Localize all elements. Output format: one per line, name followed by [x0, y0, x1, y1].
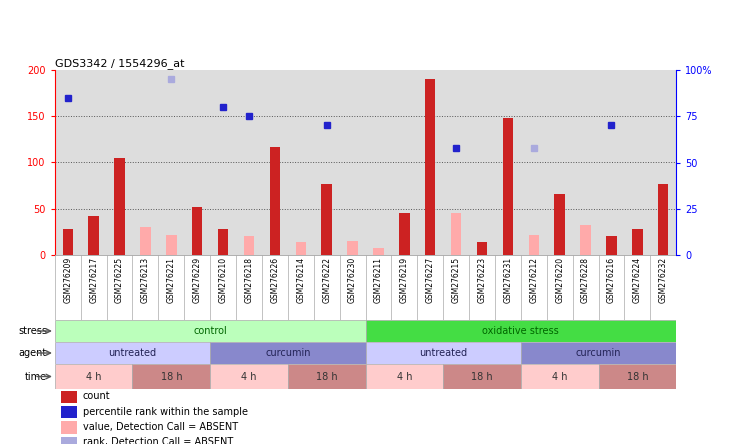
Bar — [61, 421, 77, 433]
Bar — [55, 364, 132, 389]
Text: GSM276214: GSM276214 — [296, 257, 306, 303]
Text: GSM276215: GSM276215 — [452, 257, 461, 303]
Bar — [443, 364, 520, 389]
Bar — [425, 79, 436, 255]
Bar — [477, 242, 487, 255]
Text: curcumin: curcumin — [265, 348, 311, 358]
Bar — [529, 234, 539, 255]
Text: GSM276229: GSM276229 — [193, 257, 202, 303]
Bar — [63, 229, 73, 255]
Text: GSM276209: GSM276209 — [64, 257, 72, 303]
Bar — [451, 214, 461, 255]
Text: 4 h: 4 h — [241, 372, 257, 381]
Text: GDS3342 / 1554296_at: GDS3342 / 1554296_at — [55, 58, 184, 69]
Text: GSM276210: GSM276210 — [219, 257, 227, 303]
Bar — [218, 229, 228, 255]
Text: GSM276216: GSM276216 — [607, 257, 616, 303]
Text: GSM276230: GSM276230 — [348, 257, 357, 303]
Bar — [521, 364, 599, 389]
Bar — [211, 364, 288, 389]
Text: GSM276213: GSM276213 — [141, 257, 150, 303]
Text: GSM276232: GSM276232 — [659, 257, 667, 303]
Bar — [399, 214, 409, 255]
Text: 18 h: 18 h — [626, 372, 648, 381]
Text: untreated: untreated — [108, 348, 156, 358]
Text: percentile rank within the sample: percentile rank within the sample — [83, 407, 248, 416]
Bar — [61, 391, 77, 403]
Text: GSM276231: GSM276231 — [504, 257, 512, 303]
Text: 4 h: 4 h — [397, 372, 412, 381]
Text: GSM276218: GSM276218 — [244, 257, 254, 303]
Bar — [166, 234, 176, 255]
Text: GSM276223: GSM276223 — [477, 257, 487, 303]
Text: stress: stress — [18, 326, 47, 336]
Bar — [347, 241, 357, 255]
Bar — [192, 207, 202, 255]
Text: 4 h: 4 h — [552, 372, 567, 381]
Text: GSM276211: GSM276211 — [374, 257, 383, 303]
Text: GSM276217: GSM276217 — [89, 257, 98, 303]
Bar — [322, 184, 332, 255]
Bar — [211, 342, 366, 364]
Bar — [366, 342, 520, 364]
Text: control: control — [193, 326, 227, 336]
Text: GSM276225: GSM276225 — [115, 257, 124, 303]
Text: GSM276221: GSM276221 — [167, 257, 176, 303]
Text: GSM276212: GSM276212 — [529, 257, 538, 303]
Bar — [658, 184, 668, 255]
Bar — [580, 226, 591, 255]
Text: GSM276227: GSM276227 — [425, 257, 435, 303]
Bar — [61, 437, 77, 444]
Bar — [555, 194, 565, 255]
Bar — [295, 242, 306, 255]
Text: GSM276220: GSM276220 — [555, 257, 564, 303]
Text: GSM276224: GSM276224 — [633, 257, 642, 303]
Bar — [55, 320, 366, 342]
Bar — [599, 364, 676, 389]
Bar — [244, 237, 254, 255]
Bar — [521, 342, 676, 364]
Bar — [606, 237, 617, 255]
Text: oxidative stress: oxidative stress — [482, 326, 559, 336]
Bar — [132, 364, 211, 389]
Bar — [503, 118, 513, 255]
Text: 4 h: 4 h — [86, 372, 102, 381]
Bar — [632, 229, 643, 255]
Bar — [366, 320, 676, 342]
Bar — [140, 227, 151, 255]
Bar — [61, 406, 77, 418]
Text: 18 h: 18 h — [161, 372, 182, 381]
Text: 18 h: 18 h — [316, 372, 338, 381]
Text: rank, Detection Call = ABSENT: rank, Detection Call = ABSENT — [83, 437, 233, 444]
Text: agent: agent — [19, 348, 47, 358]
Text: time: time — [25, 372, 47, 381]
Text: 18 h: 18 h — [471, 372, 493, 381]
Bar — [270, 147, 280, 255]
Bar — [88, 216, 99, 255]
Bar — [288, 364, 366, 389]
Bar — [55, 342, 211, 364]
Text: value, Detection Call = ABSENT: value, Detection Call = ABSENT — [83, 422, 238, 432]
Text: count: count — [83, 391, 110, 401]
Bar — [114, 158, 125, 255]
Text: GSM276226: GSM276226 — [270, 257, 279, 303]
Text: GSM276228: GSM276228 — [581, 257, 590, 303]
Text: untreated: untreated — [419, 348, 467, 358]
Text: GSM276219: GSM276219 — [400, 257, 409, 303]
Bar — [374, 248, 384, 255]
Text: GSM276222: GSM276222 — [322, 257, 331, 303]
Text: curcumin: curcumin — [576, 348, 621, 358]
Bar — [366, 364, 443, 389]
